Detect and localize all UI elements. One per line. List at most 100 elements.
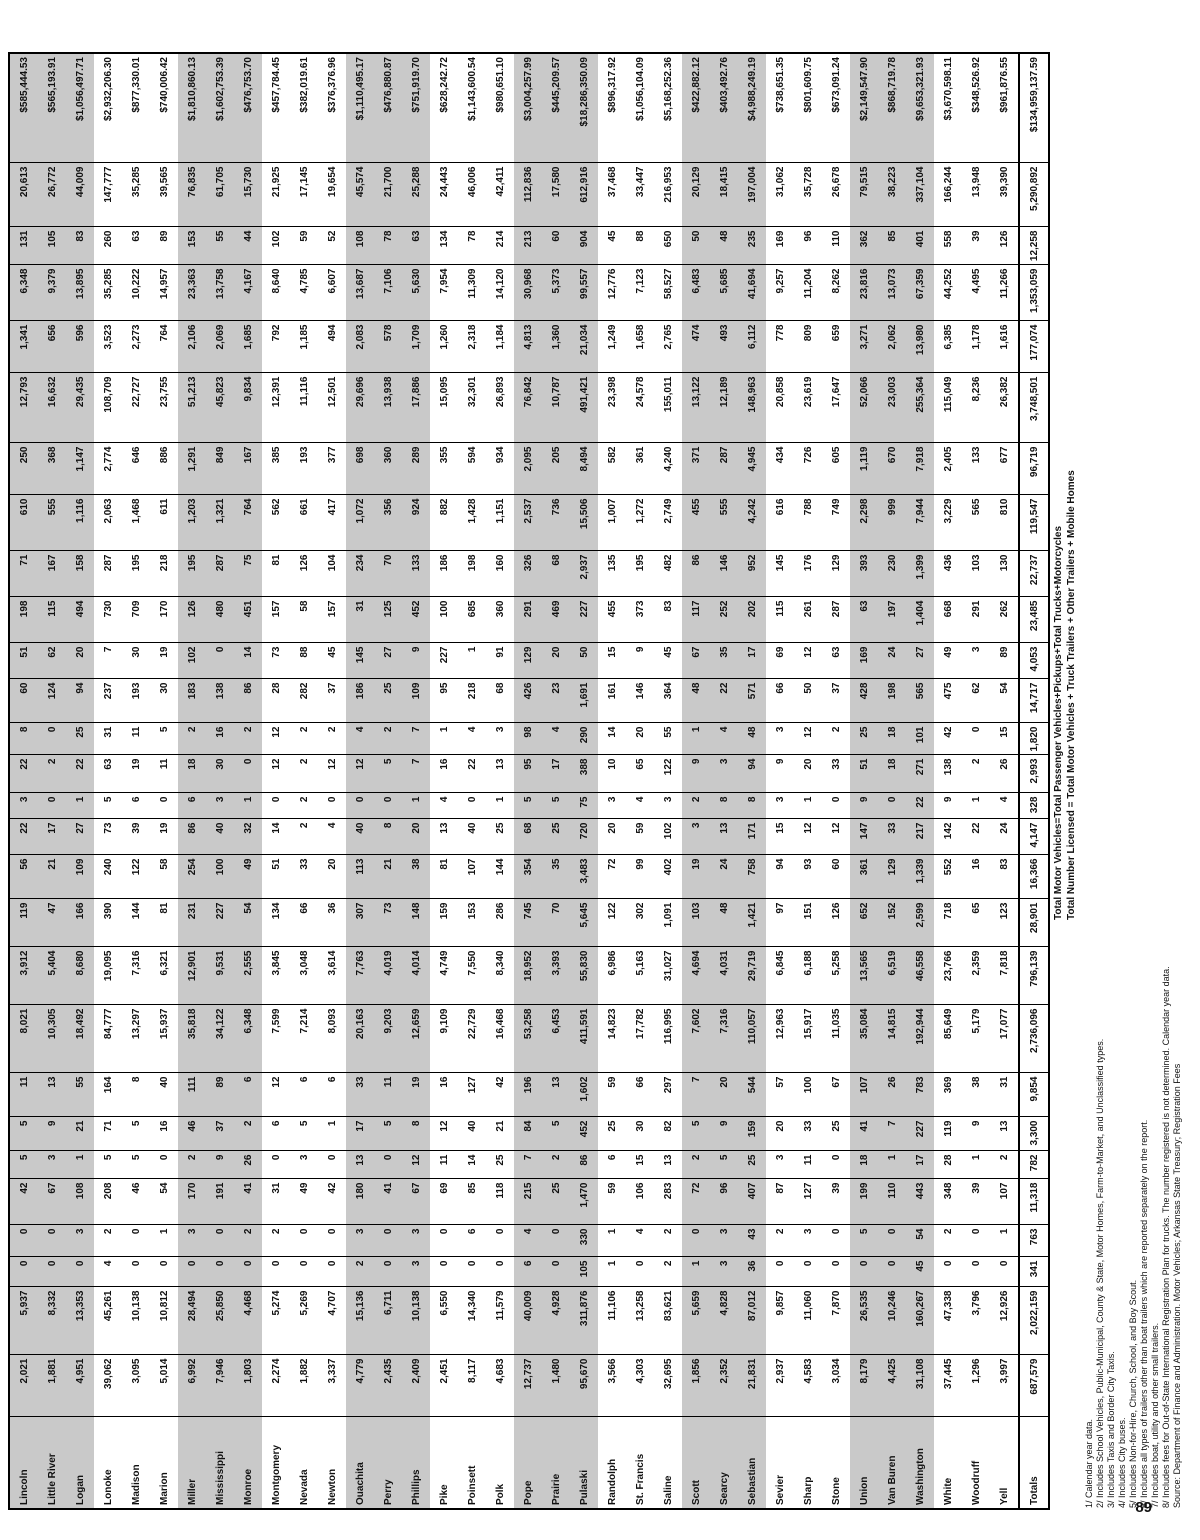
value-cell: 37 — [822, 679, 850, 723]
value-cell: 494 — [66, 597, 94, 643]
value-cell: 443 — [906, 1179, 934, 1225]
value-cell: 31 — [94, 723, 122, 755]
value-cell: 4,928 — [542, 1287, 570, 1355]
value-cell: 54 — [906, 1225, 934, 1257]
value-cell: 17,077 — [990, 1005, 1019, 1073]
value-cell: 9 — [682, 755, 710, 793]
value-cell: 26 — [878, 1073, 906, 1117]
value-cell: 0 — [822, 1225, 850, 1257]
value-cell: 208 — [94, 1179, 122, 1225]
value-cell: 12,926 — [990, 1287, 1019, 1355]
county-row: Scott 1,856 5,659 1 0 72 2 5 7 7,602 4,694 103 19 3 2 9… — [682, 53, 710, 1509]
value-cell: 33 — [878, 819, 906, 855]
value-cell: 749 — [822, 495, 850, 551]
value-cell: 12 — [262, 755, 290, 793]
value-cell: $2,149,547.90 — [850, 53, 878, 163]
value-cell: 1,881 — [38, 1355, 66, 1417]
value-cell: 4,945 — [738, 443, 766, 495]
value-cell: 32,301 — [458, 373, 486, 443]
value-cell: 86 — [234, 679, 262, 723]
value-cell: 1,820 — [1019, 723, 1049, 755]
value-cell: 21,700 — [374, 163, 402, 227]
value-cell: 22 — [906, 793, 934, 819]
value-cell: 45 — [318, 643, 346, 679]
value-cell: 100 — [430, 597, 458, 643]
county-row: Randolph 3,566 11,106 1 1 59 6 25 59 14,823 6,986 1… — [598, 53, 626, 1509]
value-cell: 19 — [150, 643, 178, 679]
value-cell: 6,112 — [738, 321, 766, 373]
value-cell: 582 — [598, 443, 626, 495]
value-cell: 354 — [514, 855, 542, 899]
value-cell: 2,063 — [94, 495, 122, 551]
value-cell: 565 — [962, 495, 990, 551]
value-cell: 13,565 — [850, 947, 878, 1005]
value-cell: 127 — [458, 1073, 486, 1117]
value-cell: 58 — [290, 597, 318, 643]
value-cell: 11,204 — [794, 265, 822, 321]
county-name-cell: Van Buren — [886, 1455, 898, 1505]
value-cell: 52,066 — [850, 373, 878, 443]
value-cell: 8 — [402, 1117, 430, 1151]
value-cell: 2,273 — [122, 321, 150, 373]
value-cell: 4 — [626, 793, 654, 819]
value-cell: 10,246 — [878, 1287, 906, 1355]
value-cell: 4,813 — [514, 321, 542, 373]
value-cell: 1 — [234, 793, 262, 819]
value-cell: 2 — [766, 1225, 794, 1257]
value-cell: 16,632 — [38, 373, 66, 443]
value-cell: 107 — [990, 1179, 1019, 1225]
value-cell: 60 — [9, 679, 38, 723]
value-cell: 687,579 — [1019, 1355, 1049, 1417]
value-cell: 337,104 — [906, 163, 934, 227]
value-cell: 2 — [654, 1257, 682, 1287]
value-cell: 235 — [738, 227, 766, 265]
value-cell: 1,272 — [626, 495, 654, 551]
value-cell: 250 — [9, 443, 38, 495]
county-name-cell: Lincoln — [18, 1469, 30, 1505]
value-cell: 11 — [430, 1151, 458, 1179]
value-cell: 105 — [570, 1257, 598, 1287]
value-cell: 9,854 — [1019, 1073, 1049, 1117]
value-cell: 5 — [682, 1117, 710, 1151]
value-cell: 3 — [290, 1151, 318, 1179]
value-cell: 122 — [654, 755, 682, 793]
value-cell: 72 — [598, 855, 626, 899]
value-cell: 59 — [626, 819, 654, 855]
value-cell: 21 — [66, 1117, 94, 1151]
value-cell: 596 — [66, 321, 94, 373]
value-cell: 160 — [486, 551, 514, 597]
value-cell: 18,415 — [710, 163, 738, 227]
value-cell: 42 — [486, 1073, 514, 1117]
footnote-line: 8/ Includes fees for Out-of-State Intern… — [1161, 966, 1171, 1508]
county-row: White 37,445 47,338 0 2 348 28 119 369 85,649 23,7… — [934, 53, 962, 1509]
value-cell: 3,229 — [934, 495, 962, 551]
value-cell: 1 — [66, 1151, 94, 1179]
value-cell: 9 — [402, 643, 430, 679]
value-cell: 2,993 — [1019, 755, 1049, 793]
value-cell: 15,506 — [570, 495, 598, 551]
value-cell: 12,659 — [402, 1005, 430, 1073]
county-row: Logan 4,951 13,353 0 3 108 1 21 55 18,492 8,680 166… — [66, 53, 94, 1509]
county-name-cell: Perry — [382, 1479, 394, 1505]
value-cell: 0 — [458, 793, 486, 819]
value-cell: 474 — [682, 321, 710, 373]
value-cell: 12,391 — [262, 373, 290, 443]
county-row: Van Buren 4,425 10,246 0 0 110 1 7 26 14,815 6,519… — [878, 53, 906, 1509]
county-name-cell: Little River — [46, 1453, 58, 1505]
value-cell: 2,765 — [654, 321, 682, 373]
value-cell: 57 — [766, 1073, 794, 1117]
value-cell: 8 — [710, 793, 738, 819]
value-cell: 2,298 — [850, 495, 878, 551]
value-cell: 3,796 — [962, 1287, 990, 1355]
value-cell: 355 — [430, 443, 458, 495]
value-cell: 167 — [38, 551, 66, 597]
county-row: Phillips 2,409 10,138 3 3 67 12 8 19 12,659 4,014 1… — [402, 53, 430, 1509]
value-cell: 129 — [822, 551, 850, 597]
value-cell: 255,364 — [906, 373, 934, 443]
value-cell: 0 — [262, 1151, 290, 1179]
value-cell: 252 — [710, 597, 738, 643]
value-cell: 0 — [850, 1257, 878, 1287]
value-cell: 8,640 — [262, 265, 290, 321]
value-cell: 0 — [962, 1225, 990, 1257]
county-row: Pope 12,737 40,009 6 4 215 7 84 196 53,258 18,952 7… — [514, 53, 542, 1509]
